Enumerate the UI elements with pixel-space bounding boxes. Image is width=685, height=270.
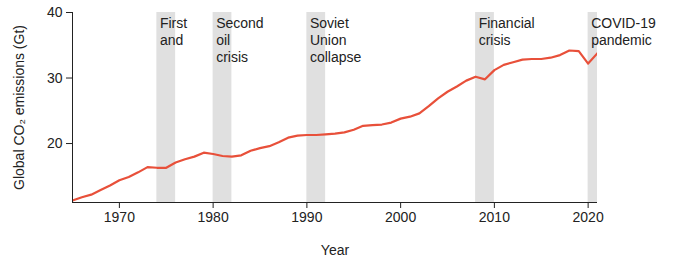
svg-text:2000: 2000 [385,209,416,225]
svg-text:20: 20 [47,135,63,151]
svg-text:2020: 2020 [573,209,604,225]
svg-text:Secondoilcrisis: Secondoilcrisis [216,15,263,65]
svg-text:1990: 1990 [291,209,322,225]
svg-text:Global CO₂ emissions (Gt): Global CO₂ emissions (Gt) [11,25,27,190]
svg-text:2010: 2010 [479,209,510,225]
svg-text:Firstand: Firstand [160,15,187,48]
svg-text:30: 30 [47,69,63,85]
svg-text:1970: 1970 [104,209,135,225]
svg-text:Year: Year [321,242,350,258]
svg-text:Financialcrisis: Financialcrisis [479,15,535,48]
svg-text:40: 40 [47,4,63,20]
svg-text:1980: 1980 [198,209,229,225]
svg-text:SovietUnioncollapse: SovietUnioncollapse [310,15,362,65]
svg-text:COVID-19pandemic: COVID-19pandemic [591,15,656,48]
